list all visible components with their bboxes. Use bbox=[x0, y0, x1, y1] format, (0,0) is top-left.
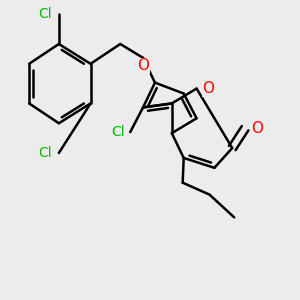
Text: O: O bbox=[137, 58, 149, 73]
Text: O: O bbox=[202, 81, 214, 96]
Text: Cl: Cl bbox=[112, 125, 125, 139]
Text: O: O bbox=[251, 121, 263, 136]
Text: Cl: Cl bbox=[38, 7, 52, 21]
Text: Cl: Cl bbox=[38, 146, 52, 160]
